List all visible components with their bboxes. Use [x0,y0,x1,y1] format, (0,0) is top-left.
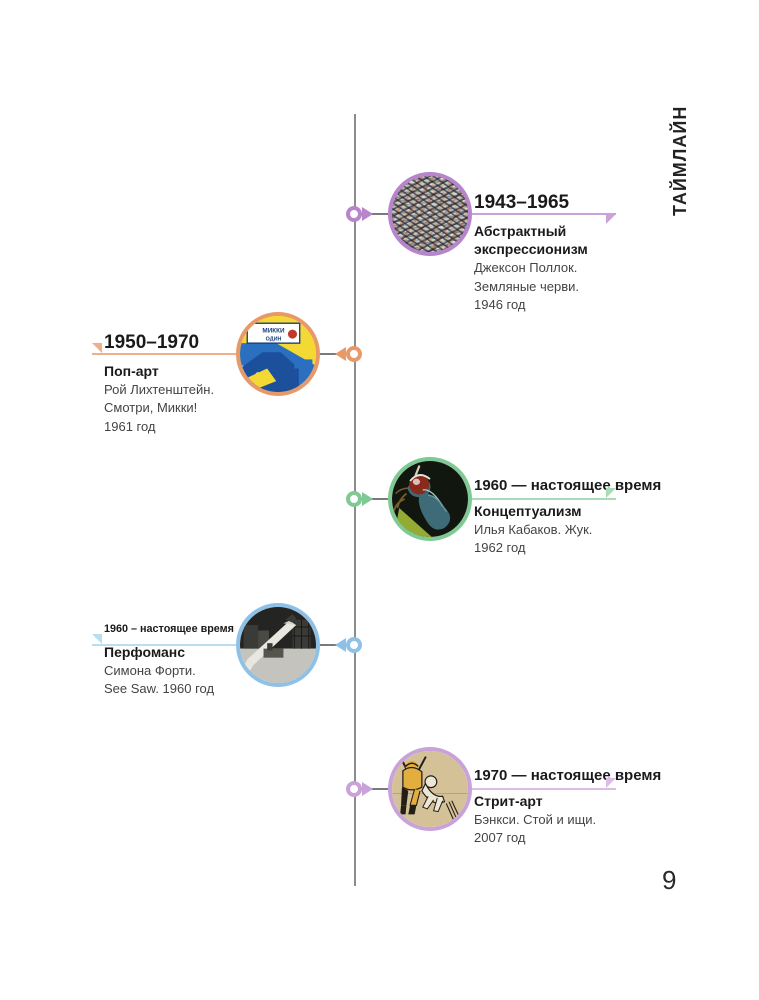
svg-text:ОДИН: ОДИН [266,336,282,342]
svg-text:МИККИ: МИККИ [262,327,285,334]
